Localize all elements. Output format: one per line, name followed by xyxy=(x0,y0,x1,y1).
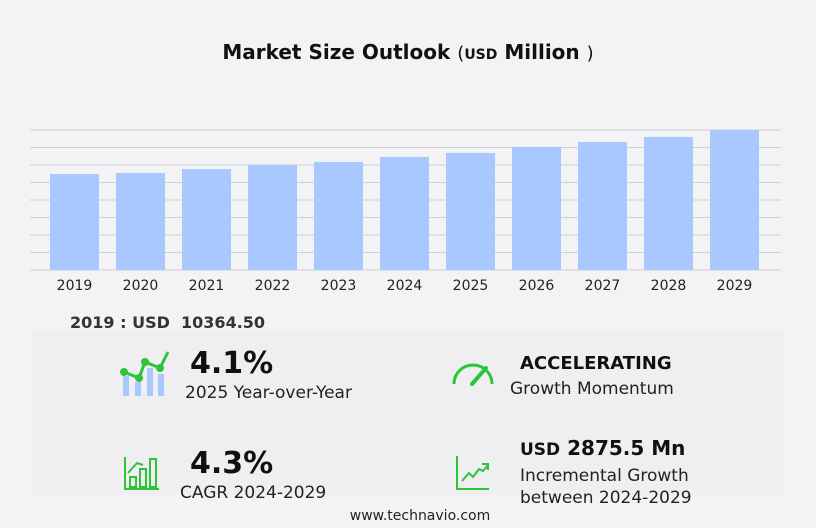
x-tick-label: 2020 xyxy=(123,278,159,294)
bar-2023 xyxy=(314,161,363,270)
bar-2021 xyxy=(182,169,231,270)
trend-line-icon xyxy=(456,456,489,490)
x-tick-label: 2024 xyxy=(387,278,423,294)
x-tick-label: 2029 xyxy=(717,278,753,294)
growth-chart-icon xyxy=(120,351,170,396)
title-paren-open: ( xyxy=(457,43,465,64)
speedometer-icon xyxy=(452,363,494,386)
x-tick-label: 2022 xyxy=(255,278,291,294)
stats-panel xyxy=(32,330,784,495)
incremental-value: 2875.5 Mn xyxy=(567,436,686,460)
title-unit: USD xyxy=(464,47,498,63)
yoy-label: 2025 Year-over-Year xyxy=(185,383,352,403)
momentum-label: Growth Momentum xyxy=(510,379,674,399)
incremental-label: Incremental Growth xyxy=(520,466,689,486)
base-year: 2019 xyxy=(70,313,115,332)
x-tick-label: 2028 xyxy=(651,278,687,294)
x-tick-label: 2023 xyxy=(321,278,357,294)
cagr-label: CAGR 2024-2029 xyxy=(180,483,327,503)
bar-2020 xyxy=(116,172,165,270)
bar-2026 xyxy=(512,146,561,270)
bar-2025 xyxy=(446,152,495,270)
bar-chart: 2019 2020 2021 2022 2023 2024 2025 2026 2027 2028… xyxy=(30,129,781,294)
bar-2028 xyxy=(644,136,693,270)
chart-title: Market Size Outlook (USD Million ) xyxy=(0,40,816,64)
momentum-value: ACCELERATING xyxy=(520,353,672,374)
bar-2029 xyxy=(710,130,759,270)
title-unit-word: Million xyxy=(504,40,580,64)
bar-2019 xyxy=(50,173,99,270)
bar-2022 xyxy=(248,164,297,270)
title-text: Market Size Outlook xyxy=(222,40,451,64)
base-currency: USD xyxy=(132,313,170,332)
base-value: 10364.50 xyxy=(181,313,266,332)
incremental-value-line: USD 2875.5 Mn xyxy=(520,436,685,460)
incremental-currency: USD xyxy=(520,440,561,460)
x-tick-label: 2027 xyxy=(585,278,621,294)
yoy-value: 4.1% xyxy=(190,346,274,381)
x-tick-label: 2026 xyxy=(519,278,555,294)
base-sep: : xyxy=(120,313,127,332)
x-tick-label: 2021 xyxy=(189,278,225,294)
footer-url[interactable]: www.technavio.com xyxy=(349,508,491,524)
x-tick-label: 2025 xyxy=(453,278,489,294)
cagr-value: 4.3% xyxy=(190,446,274,481)
cagr-chart-icon xyxy=(124,457,159,490)
title-paren-close: ) xyxy=(586,43,594,64)
bar-2027 xyxy=(578,141,627,270)
base-year-label: 2019 : USD 10364.50 xyxy=(70,313,265,332)
x-tick-label: 2019 xyxy=(57,278,93,294)
bar-2024 xyxy=(380,156,429,270)
incremental-period: between 2024-2029 xyxy=(520,488,692,508)
